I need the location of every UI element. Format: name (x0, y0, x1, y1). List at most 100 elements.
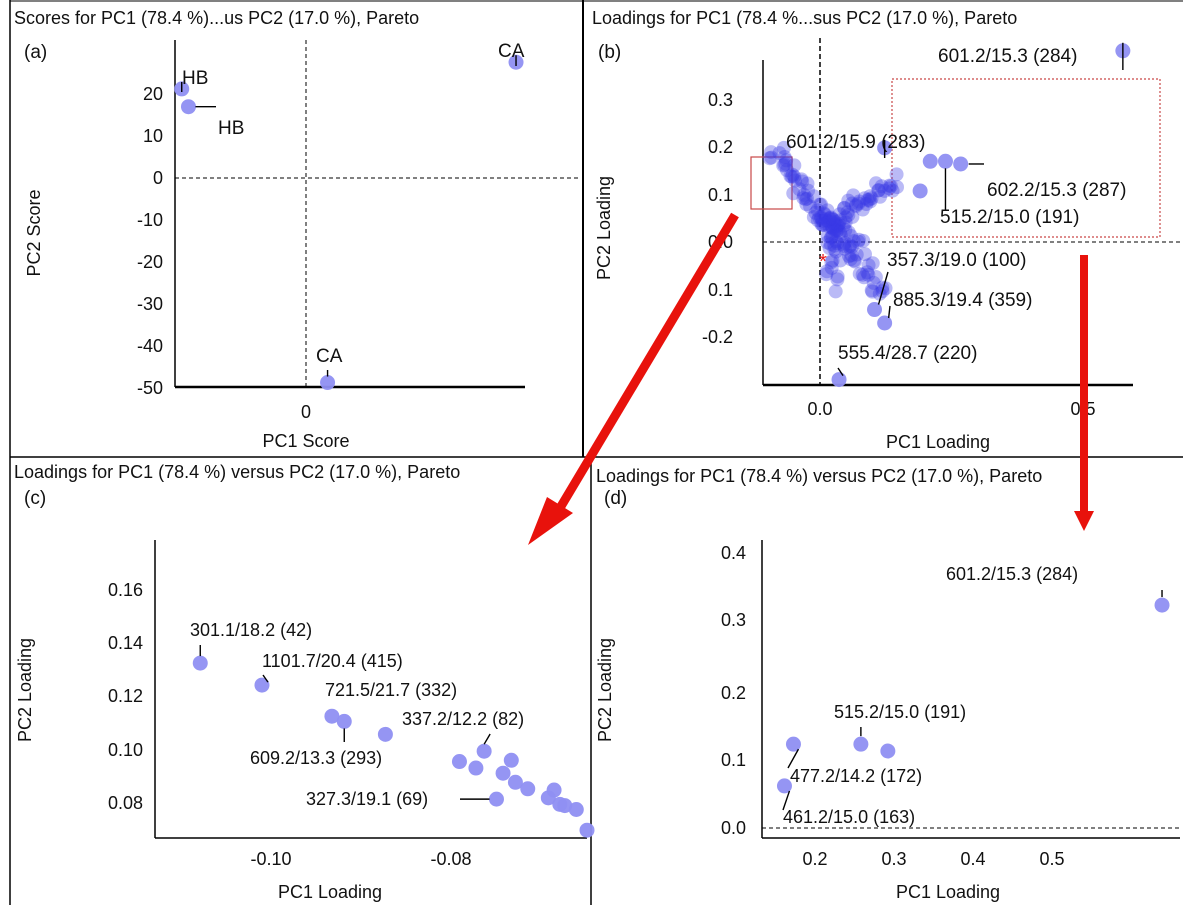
x-tick-label: 0.5 (1039, 849, 1064, 869)
data-point (820, 203, 835, 218)
x-tick-label: 0.4 (960, 849, 985, 869)
panel-d-label: (d) (604, 488, 627, 509)
data-point (833, 253, 848, 268)
y-tick-label: 0.2 (708, 137, 733, 157)
data-point (810, 213, 825, 228)
y-tick-label: 0 (153, 168, 163, 188)
data-point (823, 210, 838, 225)
data-point (799, 197, 814, 212)
data-point (843, 229, 858, 244)
y-tick-label: -10 (137, 210, 163, 230)
point-label: 601.2/15.3 (284) (938, 46, 1077, 67)
panel-c-x-label: PC1 Loading (278, 882, 382, 902)
data-point (826, 215, 841, 230)
data-point (841, 225, 856, 240)
arrow-to-c-head (528, 497, 573, 545)
data-point (852, 194, 867, 209)
data-point (803, 199, 818, 214)
zoom-arrows (528, 212, 1094, 545)
data-point (857, 247, 872, 262)
data-point (336, 713, 352, 729)
data-point (192, 655, 208, 671)
data-point (520, 781, 536, 797)
data-point (776, 140, 791, 155)
data-point (817, 206, 832, 221)
arrow-to-c (556, 212, 739, 511)
data-point (546, 782, 562, 798)
data-point (777, 157, 792, 172)
point-label: 601.2/15.9 (283) (786, 132, 925, 153)
panel-c: Loadings for PC1 (78.4 %) versus PC2 (17… (14, 462, 595, 902)
data-point (841, 249, 856, 264)
leader-line (787, 748, 800, 769)
panel-a-y-ticks: 20 10 0 -10 -20 -30 -40 -50 (137, 84, 163, 398)
data-point (792, 182, 807, 197)
data-point (787, 158, 802, 173)
data-point (772, 146, 787, 161)
data-point (787, 169, 802, 184)
data-point (864, 191, 879, 206)
y-tick-label: 0.1 (708, 280, 733, 300)
data-point (871, 183, 886, 198)
data-point (828, 222, 843, 237)
centroid-marker: * (819, 251, 827, 273)
panel-c-label: (c) (24, 488, 46, 509)
data-point (816, 217, 831, 232)
data-point (849, 247, 864, 262)
data-point (838, 210, 853, 225)
point-label: 601.2/15.3 (284) (946, 564, 1078, 584)
data-point (806, 189, 821, 204)
data-point (837, 201, 852, 216)
zoom-box-c (750, 156, 793, 210)
data-point (824, 255, 839, 270)
data-point (819, 267, 834, 282)
data-point (785, 167, 800, 182)
data-point (800, 176, 815, 191)
data-point (878, 281, 893, 296)
data-point (832, 225, 847, 240)
point-label: 721.5/21.7 (332) (325, 680, 457, 700)
data-point (827, 223, 842, 238)
data-point (937, 153, 953, 169)
data-point (874, 179, 889, 194)
data-point (764, 145, 779, 160)
data-point (833, 228, 848, 243)
data-point (488, 791, 504, 807)
data-point (836, 218, 851, 233)
data-point (822, 220, 837, 235)
y-tick-label: -20 (137, 252, 163, 272)
y-tick-label: 0.3 (721, 610, 746, 630)
data-point (846, 234, 861, 249)
zoom-box-d (891, 78, 1161, 238)
data-point (845, 209, 860, 224)
data-point (799, 191, 814, 206)
data-point (856, 233, 871, 248)
point-label: 477.2/14.2 (172) (790, 766, 922, 786)
y-tick-label: 0.14 (108, 633, 143, 653)
point-label: 327.3/19.1 (69) (306, 789, 428, 809)
panel-a-label: (a) (24, 42, 47, 63)
data-point (849, 199, 864, 214)
data-point (495, 765, 511, 781)
data-point (851, 232, 866, 247)
panel-d: Loadings for PC1 (78.4 %) versus PC2 (17… (595, 466, 1180, 902)
data-point (778, 156, 793, 171)
data-point (832, 216, 847, 231)
data-point (507, 774, 523, 790)
data-point (877, 183, 892, 198)
point-label: 1101.7/20.4 (415) (262, 651, 403, 671)
data-point (873, 189, 888, 204)
data-point (852, 266, 867, 281)
data-point (820, 235, 835, 250)
data-point (180, 99, 196, 115)
data-point (846, 188, 861, 203)
data-point (840, 205, 855, 220)
y-tick-label: 0.1 (721, 750, 746, 770)
data-point (823, 231, 838, 246)
data-point (848, 197, 863, 212)
data-point (833, 213, 848, 228)
data-point (814, 217, 829, 232)
data-point (922, 153, 938, 169)
data-point (815, 213, 830, 228)
data-point (815, 217, 830, 232)
